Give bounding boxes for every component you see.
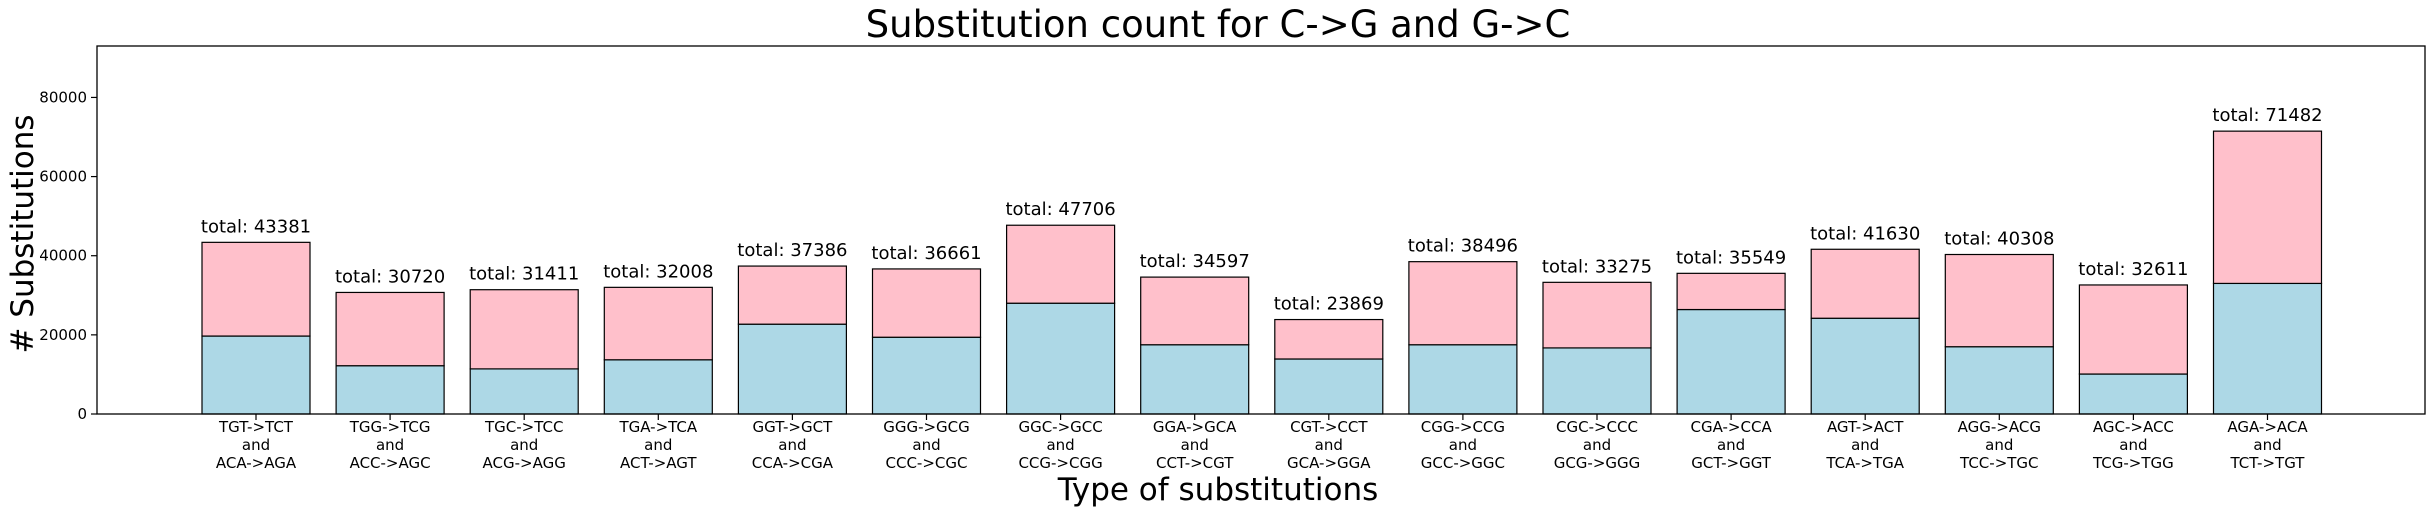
x-tick-label: AGC->ACC and TCG->TGG [2092,418,2174,472]
x-tick-label: CGT->CCT and GCA->GGA [1287,418,1371,472]
bar-segment-upper [201,241,311,337]
bar-segment-lower [603,359,713,415]
bar-segment-upper [1542,281,1652,349]
bar-segment-lower [201,335,311,415]
x-tick-label: GGT->GCT and CCA->CGA [752,418,834,472]
bar-total-label: total: 23869 [1274,294,1384,315]
bar-segment-lower [1274,358,1384,415]
y-axis-ticks: 0 20000 40000 60000 80000 [39,88,97,423]
bar-segment-upper [2212,130,2323,285]
bar-total-label: total: 38496 [1408,236,1518,257]
bar-segment-lower [871,336,982,415]
y-tick-label: 20000 [39,326,87,344]
bar-total-label: total: 30720 [335,266,445,287]
bar-total-label: total: 36661 [871,243,981,264]
bar-segment-lower [1140,344,1250,415]
x-tick-label: CGA->CCA and GCT->GGT [1690,418,1772,472]
chart-title: Substitution count for C->G and G->C [866,3,1571,46]
bar-segment-lower [1542,347,1652,415]
bar-segment-upper [871,268,982,338]
x-axis-ticks: TGT->TCT and ACA->AGA TGG->TCG and ACC->AGC TG… [216,414,2308,472]
y-tick-label: 40000 [39,247,87,265]
y-tick-label: 0 [77,405,87,423]
bar-segment-upper [2078,284,2188,375]
plot-frame [96,45,2426,415]
y-axis-label: # Substitutions [5,114,41,353]
bar-segment-upper [603,286,713,361]
bar-total-label: total: 32008 [603,261,713,282]
bar-segment-upper [1274,318,1384,360]
bar-total-label: total: 32611 [2078,259,2188,280]
bar-segment-upper [335,291,445,367]
x-axis-label: Type of substitutions [1057,472,1379,508]
bar-segment-upper [1005,224,1116,304]
bar-total-label: total: 34597 [1140,251,1250,272]
bar-segment-lower [1810,317,1920,415]
x-tick-label: CGG->CCG and GCC->GGC [1421,418,1505,472]
bar-total-label: total: 40308 [1944,229,2054,250]
bar-segment-upper [1676,272,1786,311]
bar-segment-lower [335,365,445,415]
bar-segment-upper [1408,261,1518,346]
x-tick-label: TGG->TCG and ACC->AGC [349,418,431,472]
bar-segment-lower [737,323,848,415]
x-tick-label: AGA->ACA and TCT->TGT [2227,418,2308,472]
x-tick-label: GGA->GCA and CCT->CGT [1153,418,1237,472]
bar-segment-lower [1944,346,2054,415]
bar-segment-upper [1944,253,2054,348]
bar-total-label: total: 33275 [1542,256,1652,277]
y-tick-label: 80000 [39,88,87,106]
bar-total-label: total: 41630 [1810,223,1920,244]
bar-segment-lower [1676,308,1786,415]
bar-segment-upper [469,289,579,370]
bar-total-label: total: 47706 [1005,199,1115,220]
bar-total-label: total: 43381 [201,216,311,237]
x-tick-label: GGC->GCC and CCG->CGG [1018,418,1102,472]
x-tick-label: GGG->GCG and CCC->CGC [883,418,970,472]
bar-segment-lower [469,368,579,415]
x-tick-label: AGT->ACT and TCA->TGA [1825,418,1904,472]
bar-total-label: total: 31411 [469,264,579,285]
y-tick-label: 60000 [39,168,87,186]
x-tick-label: TGC->TCC and ACG->AGG [483,418,566,472]
total-labels-group: total: 43381 total: 30720 total: 31411 tota… [201,105,2323,314]
bar-segment-upper [1810,248,1920,319]
bars-group [201,130,2323,415]
bar-segment-lower [1005,302,1116,415]
x-tick-label: AGG->ACG and TCC->TGC [1958,418,2041,472]
x-tick-label: CGC->CCC and GCG->GGG [1554,418,1641,472]
bar-total-label: total: 71482 [2212,105,2322,126]
bar-total-label: total: 37386 [737,240,847,261]
bar-segment-lower [1408,344,1518,415]
bar-segment-lower [2078,373,2188,415]
bar-total-label: total: 35549 [1676,247,1786,268]
bar-segment-upper [1140,276,1250,346]
x-tick-label: TGT->TCT and ACA->AGA [216,418,297,472]
bar-segment-lower [2212,282,2323,415]
bar-segment-upper [737,265,848,325]
x-tick-label: TGA->TCA and ACT->AGT [618,418,697,472]
